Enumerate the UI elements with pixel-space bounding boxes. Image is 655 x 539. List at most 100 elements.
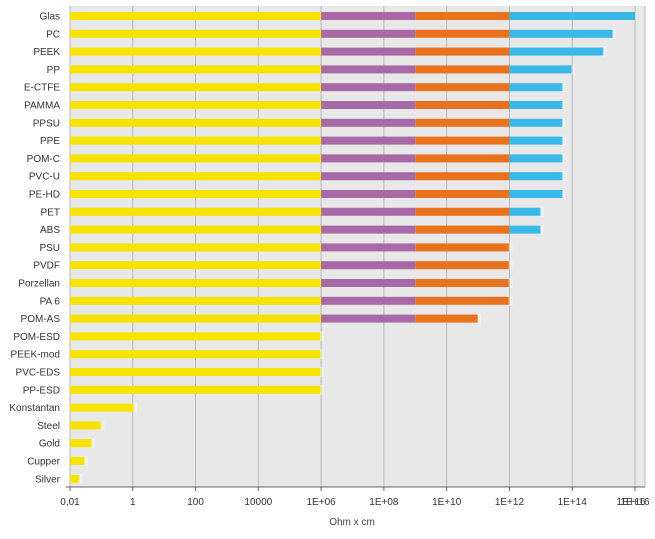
bar-segment bbox=[415, 47, 510, 56]
bar-segment bbox=[70, 118, 322, 127]
bar-segment bbox=[415, 225, 510, 234]
bar-segment bbox=[70, 279, 322, 287]
bar-end-glow bbox=[561, 82, 566, 93]
bar-segment bbox=[70, 474, 80, 483]
bar-segment bbox=[509, 225, 541, 234]
bar-end-glow bbox=[477, 313, 482, 324]
tick-label: 10000 bbox=[244, 497, 272, 508]
category-label: Porzellan bbox=[18, 279, 60, 290]
category-label: PEEK-mod bbox=[11, 350, 60, 361]
label-layer: Glas PC PEEK PP E-CTFE PAMMA PPSU PPE POM-C PVC-U… bbox=[9, 12, 60, 486]
bar-segment bbox=[321, 314, 416, 323]
category-label: PC bbox=[46, 29, 60, 40]
bar-segment bbox=[70, 12, 322, 20]
bar-end-glow bbox=[539, 206, 544, 217]
bar-end-glow bbox=[508, 295, 513, 306]
bar-segment bbox=[415, 83, 510, 92]
category-label: PPSU bbox=[33, 118, 60, 129]
tick-label: 0,01 bbox=[60, 497, 80, 508]
bar-segment bbox=[70, 243, 322, 252]
category-label: ABS bbox=[40, 225, 60, 236]
category-label: POM-AS bbox=[21, 314, 61, 325]
bar-segment bbox=[321, 154, 416, 163]
category-label: Cupper bbox=[27, 457, 60, 468]
bar-segment bbox=[415, 296, 510, 305]
bar-segment bbox=[321, 172, 416, 181]
category-label: PPE bbox=[40, 136, 60, 147]
bar-segment bbox=[70, 314, 322, 323]
category-label: POM-ESD bbox=[13, 332, 60, 343]
category-label: PVDF bbox=[33, 261, 60, 272]
bar-end-glow bbox=[602, 46, 607, 57]
bar-segment bbox=[509, 29, 614, 38]
bar-segment bbox=[70, 261, 322, 270]
bar-segment bbox=[509, 65, 573, 74]
tick-label: 1E+16 bbox=[616, 497, 646, 508]
category-label: PET bbox=[41, 207, 60, 218]
bar-end-glow bbox=[561, 100, 566, 110]
bar-segment bbox=[321, 101, 416, 109]
bar-end-glow bbox=[320, 349, 325, 360]
bar-segment bbox=[70, 439, 92, 448]
tick-label: 1E+10 bbox=[432, 497, 462, 508]
bar-segment bbox=[321, 279, 416, 287]
bar-segment bbox=[415, 261, 510, 270]
category-label: PSU bbox=[39, 243, 60, 254]
category-label: Silver bbox=[35, 474, 61, 485]
bar-segment bbox=[70, 385, 322, 394]
bar-segment bbox=[509, 12, 635, 20]
bar-segment bbox=[70, 83, 322, 92]
bar-end-glow bbox=[83, 456, 88, 466]
bar-segment bbox=[70, 457, 85, 465]
bar-segment bbox=[415, 101, 510, 109]
category-label: PA 6 bbox=[40, 296, 61, 307]
bar-segment bbox=[70, 154, 322, 163]
category-label: PEEK bbox=[33, 47, 60, 58]
bar-segment bbox=[415, 243, 510, 252]
bar-segment bbox=[70, 136, 322, 145]
bar-segment bbox=[509, 154, 563, 163]
bar-segment bbox=[321, 207, 416, 216]
bar-end-glow bbox=[561, 171, 566, 182]
bar-segment bbox=[415, 29, 510, 38]
bar-end-glow bbox=[508, 260, 513, 271]
bar-segment bbox=[509, 190, 563, 198]
bar-segment bbox=[415, 12, 510, 20]
category-label: PP-ESD bbox=[23, 385, 60, 396]
tick-label: 1E+08 bbox=[369, 497, 399, 508]
bar-segment bbox=[321, 118, 416, 127]
bar-segment bbox=[70, 403, 135, 412]
bar-segment bbox=[415, 118, 510, 127]
bar-segment bbox=[321, 225, 416, 234]
bar-segment bbox=[70, 65, 322, 74]
bar-segment bbox=[70, 421, 102, 430]
bar-segment bbox=[415, 136, 510, 145]
bar-segment bbox=[415, 65, 510, 74]
bar-segment bbox=[509, 118, 563, 127]
bar-segment bbox=[415, 190, 510, 198]
bar-segment bbox=[321, 65, 416, 74]
bar-end-glow bbox=[561, 135, 566, 146]
bar-end-glow bbox=[539, 224, 544, 235]
bar-end-glow bbox=[612, 28, 617, 39]
bar-segment bbox=[415, 172, 510, 181]
bar-segment bbox=[321, 47, 416, 56]
bar-segment bbox=[509, 101, 563, 109]
bar-segment bbox=[70, 296, 322, 305]
bar-layer bbox=[70, 11, 653, 484]
bar-segment bbox=[509, 172, 563, 181]
bar-segment bbox=[415, 207, 510, 216]
bar-segment bbox=[321, 261, 416, 270]
bar-segment bbox=[70, 172, 322, 181]
bar-segment bbox=[70, 47, 322, 56]
bar-end-glow bbox=[561, 117, 566, 128]
bar-segment bbox=[321, 296, 416, 305]
bar-segment bbox=[321, 136, 416, 145]
bar-end-glow bbox=[320, 367, 325, 377]
tick-label: 1E+06 bbox=[307, 497, 337, 508]
category-label: Steel bbox=[37, 421, 60, 432]
bar-end-glow bbox=[90, 438, 95, 449]
bar-segment bbox=[509, 83, 563, 92]
bar-segment bbox=[70, 225, 322, 234]
